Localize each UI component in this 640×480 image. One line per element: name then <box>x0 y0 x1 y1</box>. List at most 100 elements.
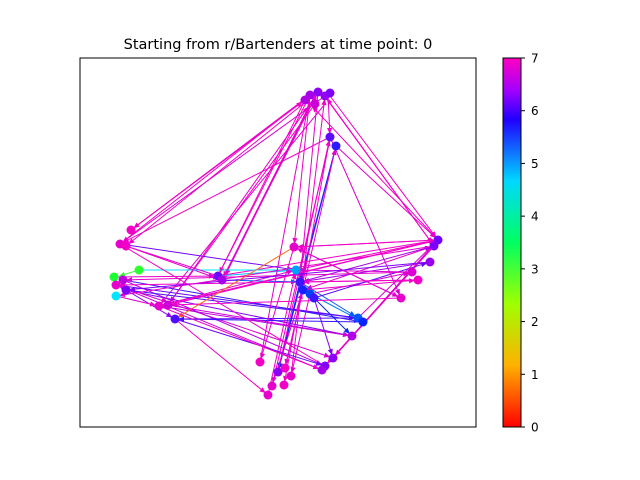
node-point <box>325 132 335 142</box>
edge-arrow <box>329 102 435 247</box>
node-point <box>300 95 310 105</box>
node-point <box>121 285 131 295</box>
node-point <box>118 275 128 285</box>
node-point <box>298 285 308 295</box>
edge-arrow <box>226 239 439 276</box>
node-point <box>217 275 227 285</box>
node-point <box>286 371 296 381</box>
node-point <box>396 293 406 303</box>
edge-arrow <box>335 145 432 235</box>
edge-arrow <box>329 136 398 290</box>
edge-arrow <box>132 91 319 241</box>
edge-arrowhead <box>128 238 135 245</box>
edge-arrow <box>167 304 344 335</box>
edge-arrow <box>262 246 295 354</box>
colorbar: 0 1 2 3 4 5 6 7 <box>502 52 539 435</box>
edge-arrowhead <box>326 127 333 135</box>
node-point <box>111 280 121 290</box>
edge-arrowhead <box>177 316 185 322</box>
colorbar-tick-label: 5 <box>531 157 539 171</box>
edge-arrow <box>217 102 307 277</box>
node-point <box>267 381 277 391</box>
edge-arrowhead <box>122 237 130 243</box>
edge-arrowhead <box>326 98 333 105</box>
edge-arrow <box>259 103 309 363</box>
edge-arrow <box>127 248 326 367</box>
node-point <box>289 242 299 252</box>
node-point <box>325 88 335 98</box>
edge-arrow <box>309 273 404 295</box>
colorbar-tick-label: 4 <box>531 210 539 224</box>
edge-arrow <box>158 271 288 307</box>
colorbar-ticks: 0 1 2 3 4 5 6 7 <box>521 52 539 435</box>
node-point <box>429 241 439 251</box>
edge-arrow <box>311 245 435 288</box>
node-point <box>263 390 273 400</box>
edge-arrow <box>127 136 331 241</box>
node-point <box>347 331 357 341</box>
edge-arrowhead <box>420 262 428 268</box>
edge-arrowhead <box>286 269 294 275</box>
edge-arrowhead <box>312 364 320 370</box>
edge-arrow <box>128 246 219 277</box>
edge-arrow <box>172 99 319 299</box>
edge-arrow <box>221 99 315 281</box>
edge-arrow <box>158 305 314 368</box>
node-point <box>121 241 131 251</box>
edge-arrowhead <box>165 312 173 318</box>
node-point <box>134 265 144 275</box>
chart-title: Starting from r/Bartenders at time point… <box>124 37 433 53</box>
edge-arrow <box>292 293 311 368</box>
edge-arrow <box>131 271 413 281</box>
edge-arrow <box>174 318 262 390</box>
node-point <box>309 293 319 303</box>
edge-arrow <box>176 297 402 306</box>
edge-arrow <box>267 278 295 396</box>
node-point <box>280 363 290 373</box>
edge-arrow <box>284 154 335 369</box>
colorbar-tick-label: 7 <box>531 52 539 66</box>
edge-arrow <box>124 279 419 286</box>
edge-arrowhead <box>408 278 416 284</box>
edge-arrow <box>167 239 439 305</box>
node-point <box>163 300 173 310</box>
colorbar-tick-label: 3 <box>531 262 539 276</box>
node-point <box>328 353 338 363</box>
nodes-layer <box>109 87 443 400</box>
node-point <box>310 99 320 109</box>
node-point <box>413 275 423 285</box>
edge-arrowhead <box>343 327 350 334</box>
edge-arrow <box>127 95 326 240</box>
edge-arrowhead <box>321 98 327 106</box>
node-point <box>425 257 435 267</box>
node-point <box>317 365 327 375</box>
node-point <box>170 314 180 324</box>
colorbar-gradient <box>503 58 521 427</box>
edge-arrowhead <box>296 248 304 254</box>
edge-arrow <box>357 245 432 319</box>
edge-arrow <box>315 110 439 241</box>
edge-arrow <box>113 275 210 278</box>
edge-arrow <box>329 95 434 234</box>
colorbar-tick-label: 1 <box>531 368 539 382</box>
edge-arrow <box>134 290 359 319</box>
edge-arrow <box>295 241 430 271</box>
edge-arrow <box>134 261 431 290</box>
edge-arrowhead <box>296 101 303 108</box>
edge-arrow <box>182 246 295 315</box>
node-point <box>154 301 164 311</box>
edge-arrow <box>293 239 430 248</box>
node-point <box>407 267 417 277</box>
node-point <box>111 291 121 301</box>
edge-arrowhead <box>297 292 303 300</box>
node-point <box>358 317 368 327</box>
edge-arrow <box>115 295 151 305</box>
colorbar-frame <box>502 57 522 428</box>
node-point <box>273 367 283 377</box>
edge-arrowhead <box>125 277 133 283</box>
edge-arrow <box>285 136 331 377</box>
node-point <box>279 380 289 390</box>
edge-arrow <box>119 243 288 270</box>
plot-frame <box>79 57 477 428</box>
